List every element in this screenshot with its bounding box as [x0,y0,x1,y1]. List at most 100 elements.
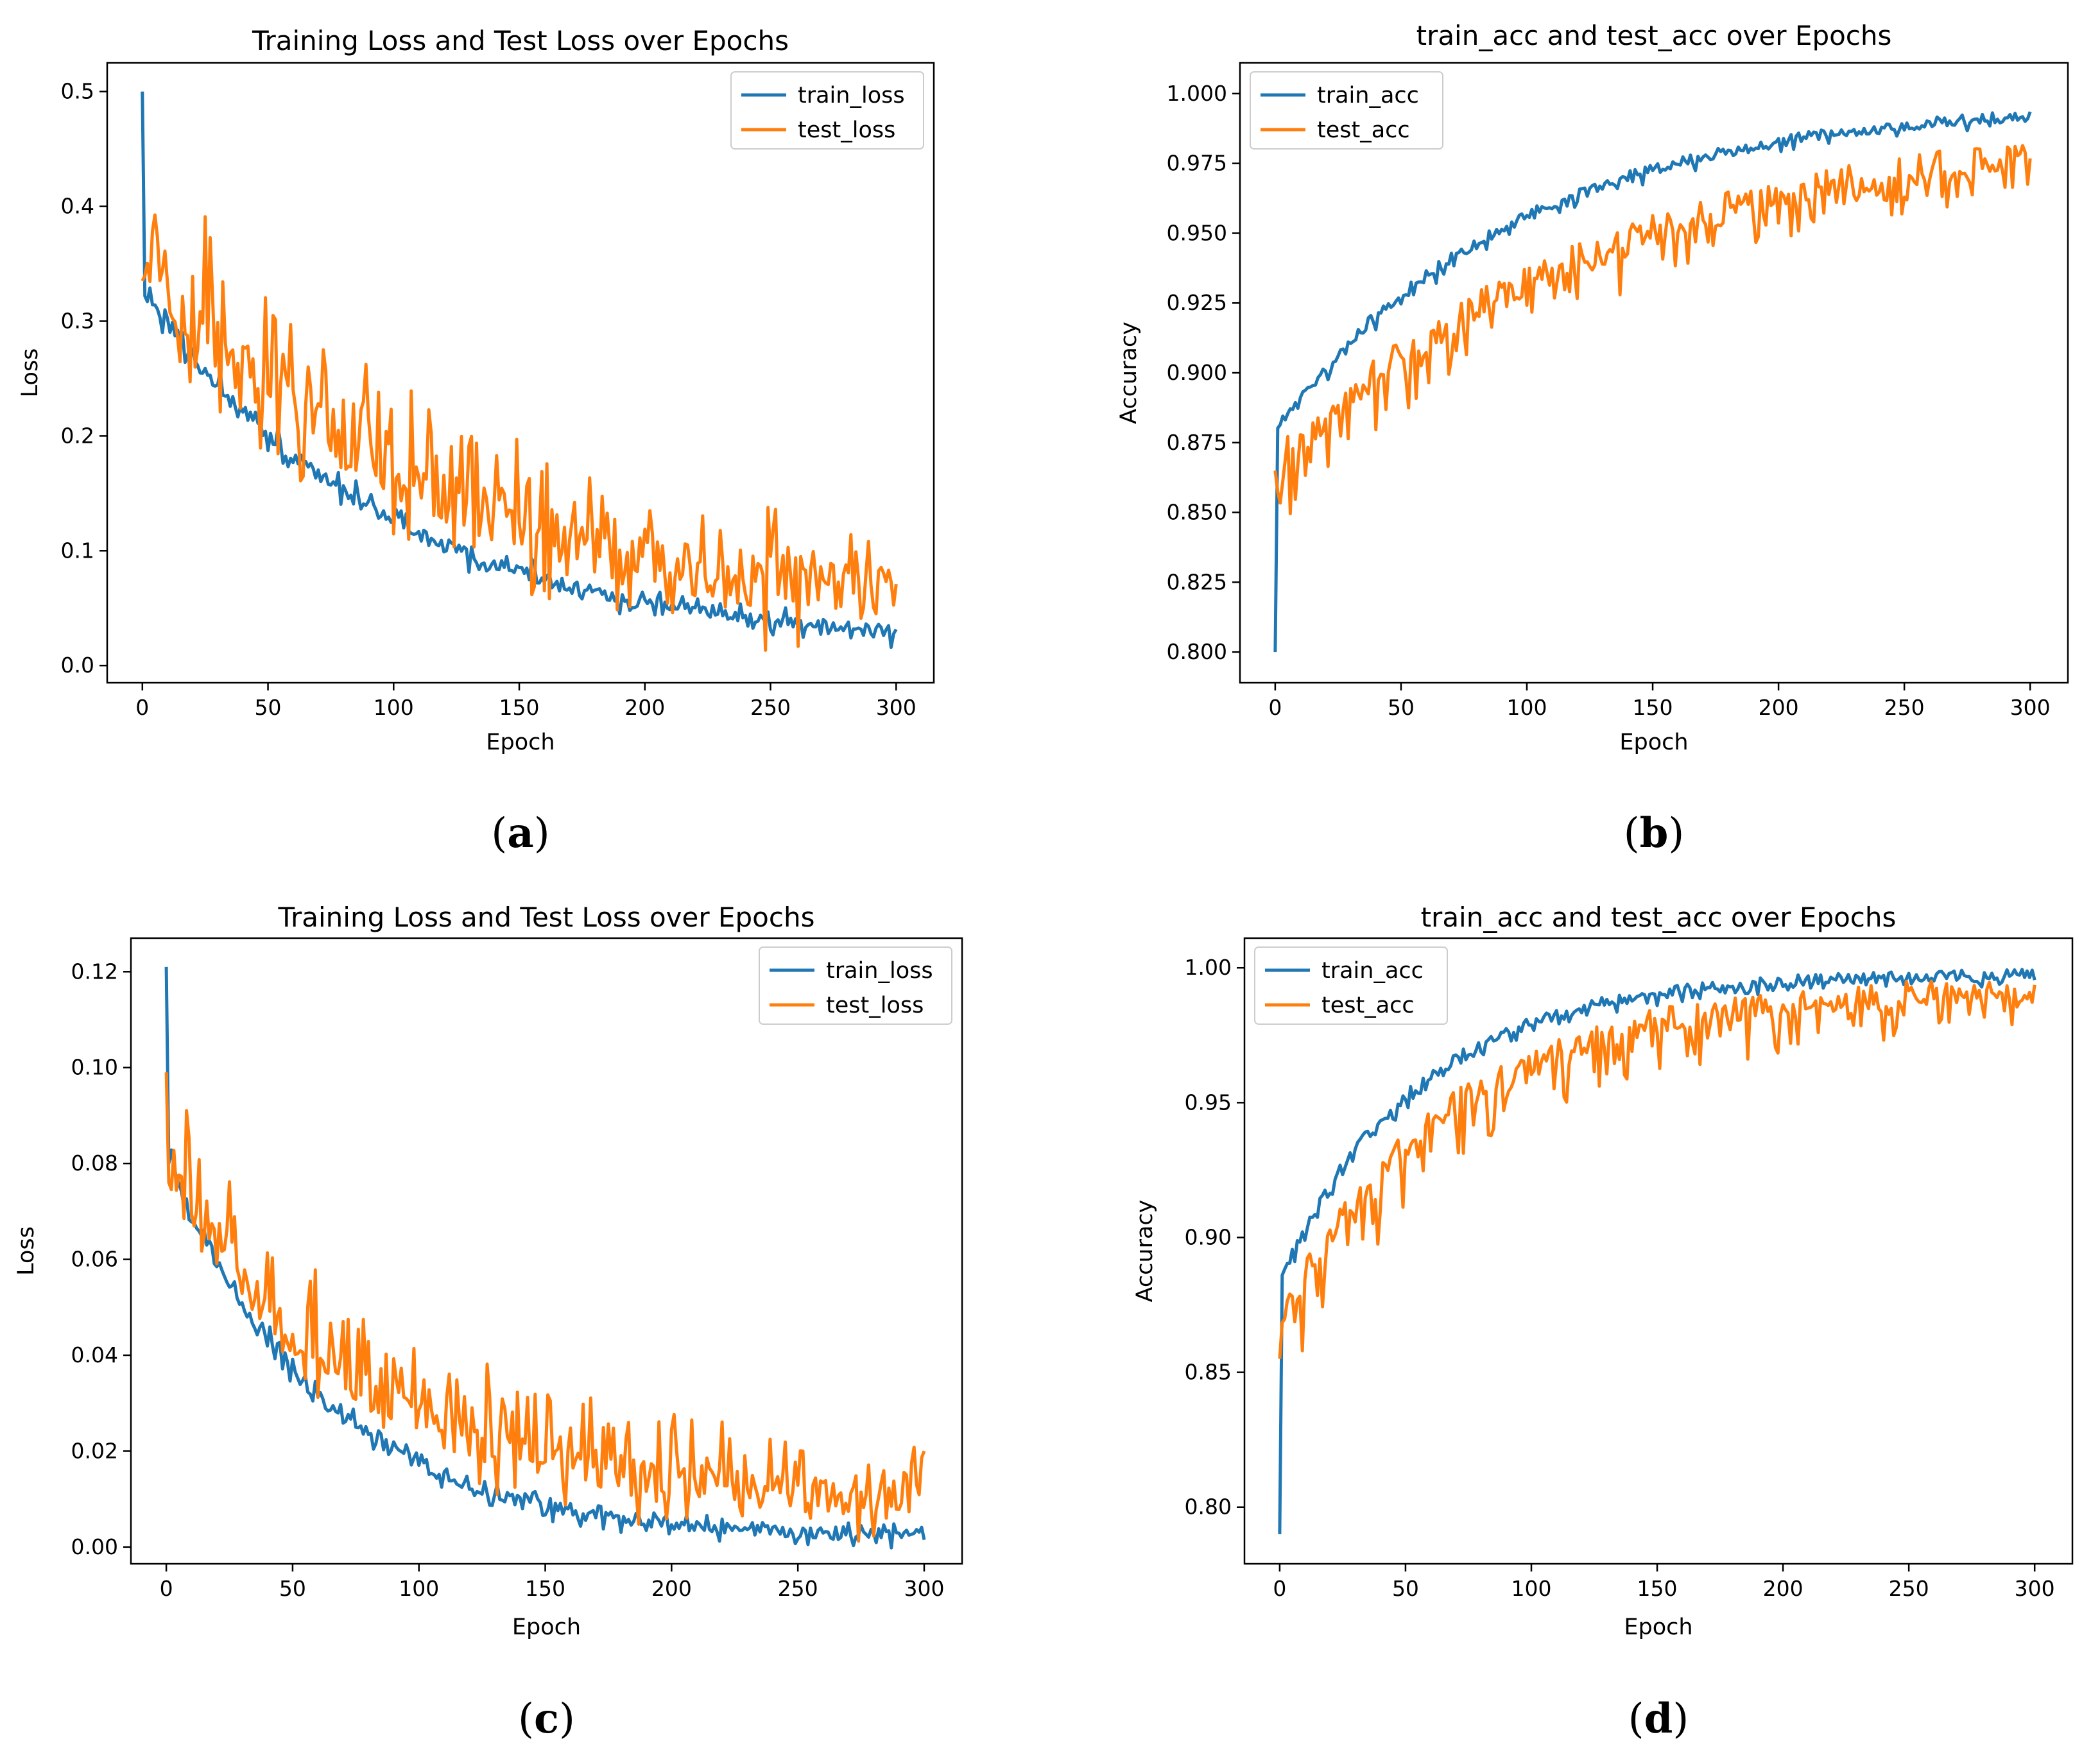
x-tick-label: 50 [1392,1576,1419,1601]
x-axis-label: Epoch [512,1614,581,1640]
x-tick-label: 200 [1763,1576,1803,1601]
panel-caption: (d) [1628,1695,1689,1743]
x-tick-label: 50 [255,695,282,720]
x-tick-label: 300 [876,695,917,720]
legend: train_loss test_loss [730,71,924,150]
panel-caption: (a) [491,809,549,857]
x-tick-label: 100 [1506,695,1547,720]
y-tick-label: 0.825 [1167,569,1227,594]
x-tick-label: 0 [1273,1576,1286,1601]
panel-caption: (c) [518,1695,575,1743]
series-line-test_loss [141,213,898,652]
series-line-test_acc [1273,144,2032,515]
axes-frame [106,62,935,684]
series-line-train_loss [164,966,926,1550]
chart-a: Training Loss and Test Loss over Epochs 0… [17,25,935,857]
y-tick-label: 0.90 [1185,1224,1232,1249]
y-tick-label: 0.950 [1167,220,1227,245]
panel-caption-letter: c [534,1695,559,1743]
y-tick-label: 0.5 [61,79,94,104]
x-tick-label: 150 [1637,1576,1678,1601]
chart-c: Training Loss and Test Loss over Epochs 0… [13,902,963,1743]
x-tick-label: 250 [1884,695,1925,720]
y-tick-label: 0.2 [61,423,94,448]
x-tick-label: 250 [778,1576,818,1601]
legend-label-train_loss: train_loss [826,958,933,984]
legend-label-test_loss: test_loss [826,993,924,1018]
series-line-train_acc [1278,968,2036,1534]
x-tick-label: 100 [399,1576,439,1601]
chart-b: train_acc and test_acc over Epochs 0 50 100… [1116,20,2069,857]
y-tick-label: 0.925 [1167,290,1227,315]
y-tick-label: 0.02 [71,1438,118,1463]
x-tick-label: 150 [525,1576,565,1601]
y-tick-label: 0.875 [1167,430,1227,455]
legend-label-test_loss: test_loss [798,117,895,143]
y-axis-label: Loss [17,348,43,398]
x-tick-label: 250 [750,695,791,720]
y-tick-label: 1.00 [1185,955,1232,980]
x-tick-label: 50 [1388,695,1415,720]
x-tick-label: 150 [499,695,540,720]
y-tick-label: 0.10 [71,1055,118,1080]
panel-caption-letter: b [1640,809,1669,857]
chart-title: Training Loss and Test Loss over Epochs [252,25,789,56]
panel-caption-letter: d [1644,1695,1673,1743]
x-tick-label: 0 [1268,695,1282,720]
panel-caption: (b) [1624,809,1685,857]
x-tick-label: 100 [374,695,414,720]
series-line-train_acc [1273,111,2032,653]
x-axis-label: Epoch [1619,730,1688,755]
y-tick-label: 0.850 [1167,500,1227,525]
y-tick-label: 0.08 [71,1151,118,1176]
y-tick-label: 0.04 [71,1342,118,1367]
legend-label-test_acc: test_acc [1317,117,1410,143]
series-line-test_acc [1278,979,2036,1359]
axes-frame [130,937,963,1565]
chart-d: train_acc and test_acc over Epochs 0 50 100… [1132,902,2074,1743]
x-axis-label: Epoch [486,730,555,755]
x-axis-label: Epoch [1624,1614,1692,1640]
y-tick-label: 0.0 [61,653,94,678]
y-tick-label: 1.000 [1167,81,1227,106]
y-tick-label: 0.3 [61,309,94,334]
x-tick-label: 200 [624,695,665,720]
y-tick-label: 0.975 [1167,151,1227,176]
x-tick-label: 100 [1511,1576,1551,1601]
legend-label-test_acc: test_acc [1321,993,1415,1018]
y-axis-label: Accuracy [1132,1200,1158,1303]
chart-title: train_acc and test_acc over Epochs [1416,20,1892,51]
x-tick-label: 250 [1889,1576,1929,1601]
x-tick-label: 0 [135,695,149,720]
x-tick-label: 50 [279,1576,306,1601]
x-tick-label: 150 [1633,695,1673,720]
axes-frame [1243,937,2074,1565]
y-tick-label: 0.85 [1185,1360,1232,1385]
series-line-test_loss [164,1072,926,1543]
chart-title: train_acc and test_acc over Epochs [1421,902,1897,933]
y-tick-label: 0.00 [71,1534,118,1559]
x-tick-label: 200 [651,1576,692,1601]
panel-caption-letter: a [507,809,533,857]
y-tick-label: 0.1 [61,538,94,563]
y-tick-label: 0.80 [1185,1494,1232,1520]
x-tick-label: 0 [160,1576,173,1601]
x-tick-label: 300 [904,1576,944,1601]
y-tick-label: 0.900 [1167,360,1227,385]
y-tick-label: 0.12 [71,959,118,984]
legend: train_acc test_acc [1254,946,1448,1025]
y-tick-label: 0.800 [1167,639,1227,664]
x-tick-label: 300 [2010,695,2051,720]
axes-frame [1239,62,2069,684]
y-tick-label: 0.4 [61,194,94,219]
x-tick-label: 200 [1759,695,1799,720]
legend-label-train_acc: train_acc [1321,958,1424,984]
y-tick-label: 0.95 [1185,1090,1232,1115]
series-line-train_loss [141,91,898,649]
chart-title: Training Loss and Test Loss over Epochs [278,902,815,933]
y-tick-label: 0.06 [71,1247,118,1272]
legend-label-train_loss: train_loss [798,83,905,108]
y-axis-label: Loss [13,1226,39,1276]
legend-label-train_acc: train_acc [1317,83,1419,108]
